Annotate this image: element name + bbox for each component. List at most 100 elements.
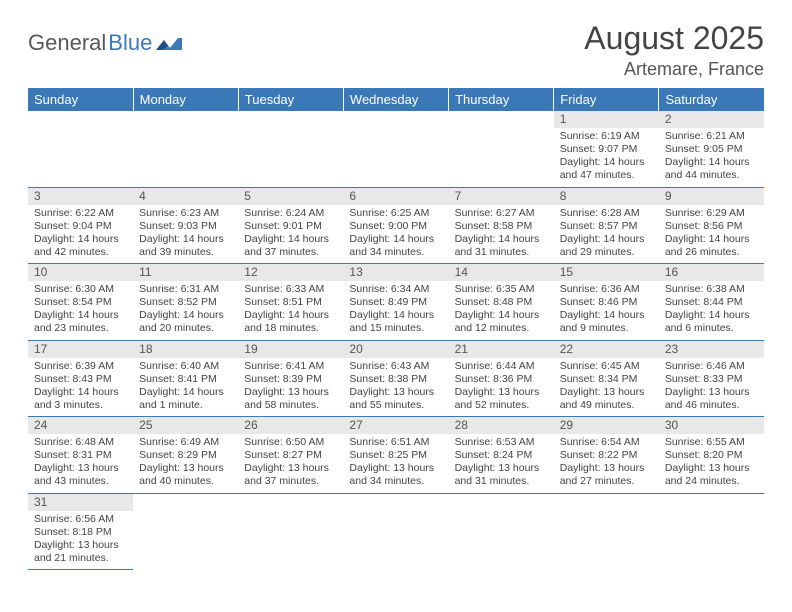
calendar-cell — [449, 493, 554, 570]
calendar-cell: 2Sunrise: 6:21 AMSunset: 9:05 PMDaylight… — [659, 111, 764, 187]
weekday-header: Friday — [554, 88, 659, 111]
calendar-cell: 17 Sunrise: 6:39 AMSunset: 8:43 PMDayligh… — [28, 340, 133, 417]
month-title: August 2025 — [584, 20, 764, 57]
calendar-cell: 30Sunrise: 6:55 AMSunset: 8:20 PMDayligh… — [659, 417, 764, 494]
calendar-cell: 22Sunrise: 6:45 AMSunset: 8:34 PMDayligh… — [554, 340, 659, 417]
calendar-cell: 9Sunrise: 6:29 AMSunset: 8:56 PMDaylight… — [659, 187, 764, 264]
daylight-text: Daylight: 13 hours and 21 minutes. — [34, 539, 127, 565]
calendar-cell: 29Sunrise: 6:54 AMSunset: 8:22 PMDayligh… — [554, 417, 659, 494]
day-number: 17 — [28, 341, 133, 358]
header: GeneralBlue August 2025 Artemare, France — [28, 20, 764, 80]
daylight-text: Daylight: 14 hours and 20 minutes. — [139, 309, 232, 335]
daylight-text: Daylight: 14 hours and 23 minutes. — [34, 309, 127, 335]
daylight-text: Daylight: 13 hours and 49 minutes. — [560, 386, 653, 412]
sunrise-text: Sunrise: 6:40 AM — [139, 360, 232, 373]
calendar-cell: 5Sunrise: 6:24 AMSunset: 9:01 PMDaylight… — [238, 187, 343, 264]
sunrise-text: Sunrise: 6:46 AM — [665, 360, 758, 373]
calendar-cell: 7Sunrise: 6:27 AMSunset: 8:58 PMDaylight… — [449, 187, 554, 264]
calendar-cell: 1Sunrise: 6:19 AMSunset: 9:07 PMDaylight… — [554, 111, 659, 187]
sunset-text: Sunset: 8:52 PM — [139, 296, 232, 309]
day-number: 27 — [343, 417, 448, 434]
day-number: 30 — [659, 417, 764, 434]
daylight-text: Daylight: 13 hours and 37 minutes. — [244, 462, 337, 488]
sunset-text: Sunset: 8:38 PM — [349, 373, 442, 386]
calendar-cell: 13Sunrise: 6:34 AMSunset: 8:49 PMDayligh… — [343, 264, 448, 341]
calendar-cell: 24Sunrise: 6:48 AMSunset: 8:31 PMDayligh… — [28, 417, 133, 494]
day-number: 24 — [28, 417, 133, 434]
day-number: 20 — [343, 341, 448, 358]
sunrise-text: Sunrise: 6:31 AM — [139, 283, 232, 296]
weekday-header: Sunday — [28, 88, 133, 111]
sunrise-text: Sunrise: 6:50 AM — [244, 436, 337, 449]
calendar-body: 1Sunrise: 6:19 AMSunset: 9:07 PMDaylight… — [28, 111, 764, 570]
day-number: 10 — [28, 264, 133, 281]
sunrise-text: Sunrise: 6:45 AM — [560, 360, 653, 373]
daylight-text: Daylight: 13 hours and 55 minutes. — [349, 386, 442, 412]
sunset-text: Sunset: 8:54 PM — [34, 296, 127, 309]
calendar-cell — [554, 493, 659, 570]
logo-text-primary: General — [28, 30, 106, 56]
sunrise-text: Sunrise: 6:25 AM — [349, 207, 442, 220]
calendar-cell: 18 Sunrise: 6:40 AMSunset: 8:41 PMDayligh… — [133, 340, 238, 417]
sunrise-text: Sunrise: 6:49 AM — [139, 436, 232, 449]
daylight-text: Daylight: 13 hours and 43 minutes. — [34, 462, 127, 488]
daylight-text: Daylight: 14 hours and 12 minutes. — [455, 309, 548, 335]
day-number: 18 — [133, 341, 238, 358]
sunrise-text: Sunrise: 6:36 AM — [560, 283, 653, 296]
calendar-cell: 16Sunrise: 6:38 AMSunset: 8:44 PMDayligh… — [659, 264, 764, 341]
calendar-cell: 11Sunrise: 6:31 AMSunset: 8:52 PMDayligh… — [133, 264, 238, 341]
sunrise-text: Sunrise: 6:27 AM — [455, 207, 548, 220]
daylight-text: Daylight: 14 hours and 26 minutes. — [665, 233, 758, 259]
calendar-row: 31Sunrise: 6:56 AMSunset: 8:18 PMDayligh… — [28, 493, 764, 570]
calendar-row: 1Sunrise: 6:19 AMSunset: 9:07 PMDaylight… — [28, 111, 764, 187]
sunset-text: Sunset: 8:20 PM — [665, 449, 758, 462]
sunset-text: Sunset: 9:05 PM — [665, 143, 758, 156]
sunset-text: Sunset: 8:22 PM — [560, 449, 653, 462]
sunset-text: Sunset: 8:48 PM — [455, 296, 548, 309]
calendar-row: 17Sunrise: 6:39 AMSunset: 8:43 PMDayligh… — [28, 340, 764, 417]
day-number: 16 — [659, 264, 764, 281]
calendar-cell — [28, 111, 133, 187]
day-number: 12 — [238, 264, 343, 281]
day-number: 29 — [554, 417, 659, 434]
sunrise-text: Sunrise: 6:44 AM — [455, 360, 548, 373]
daylight-text: Daylight: 14 hours and 29 minutes. — [560, 233, 653, 259]
day-number: 28 — [449, 417, 554, 434]
sunrise-text: Sunrise: 6:28 AM — [560, 207, 653, 220]
day-number: 13 — [343, 264, 448, 281]
sunset-text: Sunset: 8:57 PM — [560, 220, 653, 233]
sunset-text: Sunset: 8:43 PM — [34, 373, 127, 386]
day-number: 23 — [659, 341, 764, 358]
day-number: 7 — [449, 188, 554, 205]
sunrise-text: Sunrise: 6:34 AM — [349, 283, 442, 296]
daylight-text: Daylight: 14 hours and 3 minutes. — [34, 386, 127, 412]
sunrise-text: Sunrise: 6:21 AM — [665, 130, 758, 143]
sunrise-text: Sunrise: 6:54 AM — [560, 436, 653, 449]
weekday-header: Saturday — [659, 88, 764, 111]
calendar-cell — [238, 111, 343, 187]
calendar-cell: 26Sunrise: 6:50 AMSunset: 8:27 PMDayligh… — [238, 417, 343, 494]
sunset-text: Sunset: 8:49 PM — [349, 296, 442, 309]
calendar-cell: 25Sunrise: 6:49 AMSunset: 8:29 PMDayligh… — [133, 417, 238, 494]
daylight-text: Daylight: 13 hours and 40 minutes. — [139, 462, 232, 488]
day-number: 21 — [449, 341, 554, 358]
sunrise-text: Sunrise: 6:39 AM — [34, 360, 127, 373]
sunrise-text: Sunrise: 6:51 AM — [349, 436, 442, 449]
weekday-header: Wednesday — [343, 88, 448, 111]
logo: GeneralBlue — [28, 30, 182, 56]
sunrise-text: Sunrise: 6:22 AM — [34, 207, 127, 220]
sunrise-text: Sunrise: 6:30 AM — [34, 283, 127, 296]
sunset-text: Sunset: 8:41 PM — [139, 373, 232, 386]
calendar-cell: 31Sunrise: 6:56 AMSunset: 8:18 PMDayligh… — [28, 493, 133, 570]
daylight-text: Daylight: 13 hours and 31 minutes. — [455, 462, 548, 488]
sunrise-text: Sunrise: 6:48 AM — [34, 436, 127, 449]
daylight-text: Daylight: 14 hours and 37 minutes. — [244, 233, 337, 259]
sunset-text: Sunset: 8:25 PM — [349, 449, 442, 462]
sunset-text: Sunset: 8:58 PM — [455, 220, 548, 233]
calendar-cell — [343, 493, 448, 570]
daylight-text: Daylight: 13 hours and 34 minutes. — [349, 462, 442, 488]
sunrise-text: Sunrise: 6:55 AM — [665, 436, 758, 449]
calendar-cell — [449, 111, 554, 187]
daylight-text: Daylight: 14 hours and 1 minute. — [139, 386, 232, 412]
sunrise-text: Sunrise: 6:53 AM — [455, 436, 548, 449]
